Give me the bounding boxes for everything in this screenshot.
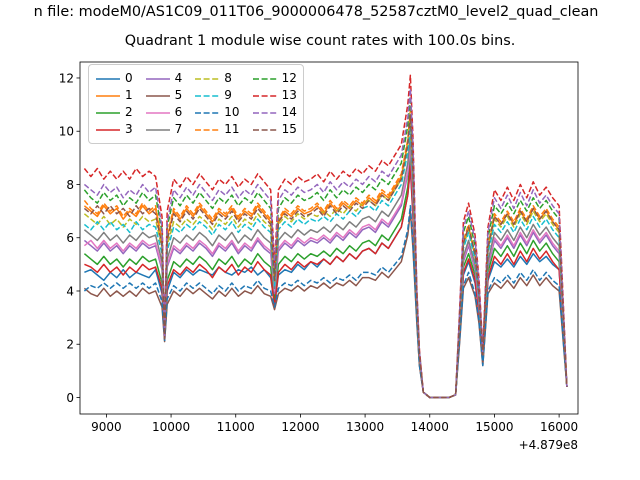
legend-entry-8[interactable]: 8 — [194, 70, 239, 87]
data-line-8 — [83, 119, 568, 399]
legend-line-swatch — [145, 94, 170, 97]
data-line-10 — [83, 205, 568, 399]
x-tick-label: 9000 — [91, 420, 122, 434]
x-tick-label: 14000 — [411, 420, 449, 434]
x-tick-label: 16000 — [540, 420, 578, 434]
legend-line-swatch — [145, 77, 170, 80]
legend-label: 7 — [174, 122, 183, 136]
legend-line-swatch — [145, 111, 170, 114]
legend-line-swatch — [195, 111, 220, 114]
legend-line-swatch — [96, 77, 120, 80]
legend-line-swatch — [145, 128, 170, 131]
legend-entry-9[interactable]: 9 — [194, 87, 239, 104]
legend-line-swatch — [252, 128, 277, 131]
legend-label: 3 — [125, 122, 133, 136]
legend-entry-15[interactable]: 15 — [252, 121, 297, 138]
x-tick-label: 13000 — [346, 420, 384, 434]
legend-line-swatch — [96, 94, 120, 97]
suptitle-text: n file: modeM0/AS1C09_011T06_9000006478_… — [33, 4, 599, 20]
y-tick-label: 12 — [59, 71, 74, 85]
legend-label: 11 — [224, 122, 240, 136]
data-line-7 — [83, 135, 568, 399]
x-axis-offset-label: +4.879e8 — [519, 438, 578, 452]
legend-entry-1[interactable]: 1 — [95, 87, 133, 104]
x-tick-label: 10000 — [152, 420, 190, 434]
x-tick-label: 15000 — [475, 420, 513, 434]
legend-label: 14 — [281, 105, 297, 119]
x-tick-label: 11000 — [217, 420, 255, 434]
data-line-14 — [83, 87, 568, 399]
legend-entry-5[interactable]: 5 — [145, 87, 183, 104]
data-line-3 — [84, 165, 568, 399]
legend-label: 6 — [174, 105, 183, 119]
legend-line-swatch — [96, 128, 120, 131]
legend-label: 5 — [174, 88, 183, 102]
legend-entry-4[interactable]: 4 — [145, 70, 183, 87]
legend-line-swatch — [96, 111, 120, 114]
chart-legend[interactable]: 0 4 8 12 1 5 9 13 2 6 10 14 3 7 11 15 — [88, 64, 304, 144]
legend-label: 8 — [224, 71, 232, 85]
figure-suptitle: n file: modeM0/AS1C09_011T06_9000006478_… — [0, 4, 640, 20]
legend-label: 15 — [281, 122, 297, 136]
data-line-9 — [83, 125, 568, 399]
legend-line-swatch — [252, 111, 277, 114]
y-tick-label: 0 — [66, 391, 74, 405]
legend-entry-14[interactable]: 14 — [252, 104, 297, 121]
legend-line-swatch — [252, 77, 277, 80]
data-line-11 — [83, 109, 568, 399]
y-tick-label: 10 — [59, 125, 74, 139]
legend-entry-0[interactable]: 0 — [95, 70, 133, 87]
data-line-15 — [83, 114, 568, 399]
legend-label: 13 — [281, 88, 297, 102]
y-tick-label: 8 — [66, 178, 74, 192]
legend-entry-10[interactable]: 10 — [194, 104, 240, 121]
x-tick-label: 12000 — [281, 420, 319, 434]
legend-entry-6[interactable]: 6 — [145, 104, 183, 121]
legend-entry-3[interactable]: 3 — [95, 121, 133, 138]
legend-label: 0 — [125, 71, 133, 85]
data-lines-group — [83, 74, 568, 399]
legend-label: 12 — [281, 71, 297, 85]
axes-title: Quadrant 1 module wise count rates with … — [124, 33, 516, 49]
legend-label: 9 — [224, 88, 232, 102]
legend-entry-12[interactable]: 12 — [252, 70, 297, 87]
legend-label: 1 — [125, 88, 133, 102]
legend-label: 2 — [125, 105, 133, 119]
legend-label: 4 — [174, 71, 183, 85]
legend-line-swatch — [252, 94, 277, 97]
legend-entry-11[interactable]: 11 — [194, 121, 240, 138]
legend-entry-13[interactable]: 13 — [252, 87, 297, 104]
legend-entry-2[interactable]: 2 — [95, 104, 133, 121]
legend-line-swatch — [195, 94, 220, 97]
legend-line-swatch — [195, 128, 220, 131]
legend-label: 10 — [224, 105, 240, 119]
axis-ticks-group: 9000 10000 11000 12000 13000 14000 15000 16000 0… — [59, 71, 578, 452]
y-tick-label: 4 — [66, 284, 74, 298]
legend-entry-7[interactable]: 7 — [145, 121, 183, 138]
legend-line-swatch — [195, 77, 220, 80]
y-tick-label: 2 — [66, 338, 74, 352]
y-tick-label: 6 — [66, 231, 74, 245]
